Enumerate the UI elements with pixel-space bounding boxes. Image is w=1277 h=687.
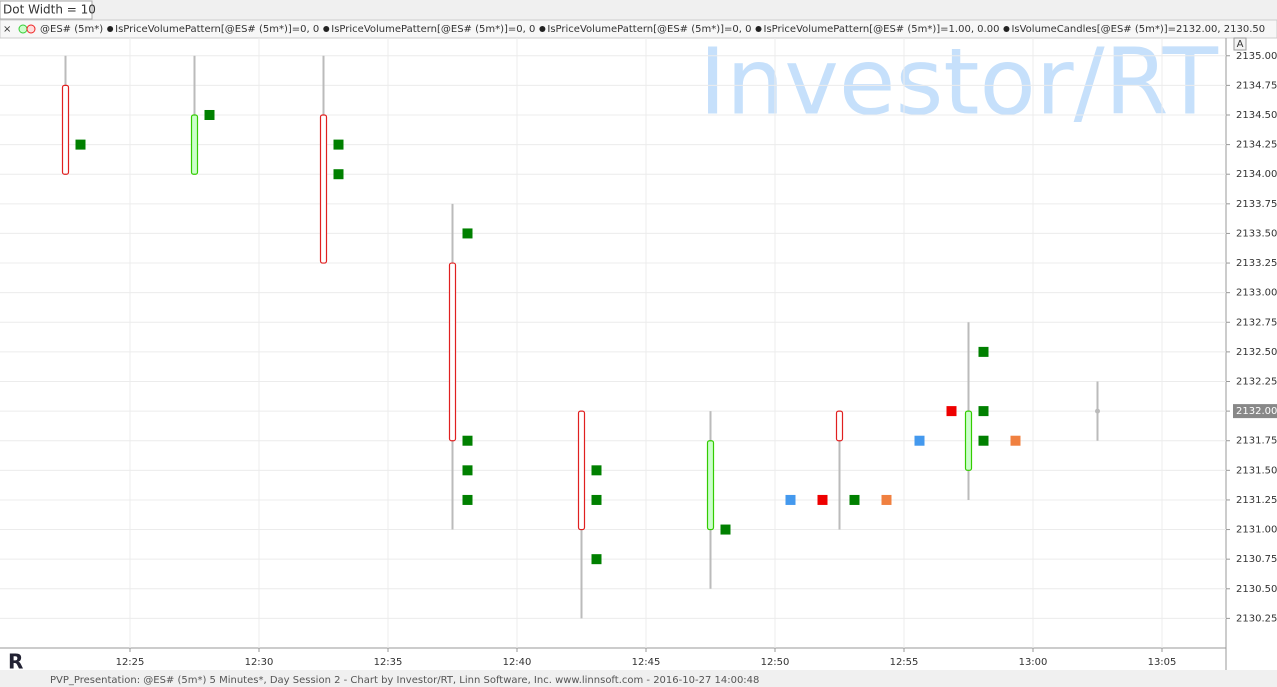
legend-icon — [26, 24, 36, 34]
x-tick-label: 12:35 — [374, 657, 403, 668]
legend-icon — [18, 24, 28, 34]
x-tick-label: 13:05 — [1148, 657, 1177, 668]
pattern-dot — [75, 139, 86, 150]
toolbar — [0, 0, 1277, 20]
pattern-dot — [462, 228, 473, 239]
dot-width-box[interactable] — [0, 0, 93, 20]
candle-body — [835, 410, 844, 442]
legend-dot — [107, 26, 114, 32]
legend-bar — [0, 19, 1277, 39]
x-tick-label: 12:55 — [890, 657, 919, 668]
footer-bar — [0, 670, 1277, 687]
x-tick-label: 12:25 — [116, 657, 145, 668]
pattern-dot — [591, 465, 602, 476]
y-tick-label: 2130.75 — [1236, 554, 1277, 565]
y-tick-label: 2131.00 — [1236, 525, 1277, 536]
y-tick-label: 2133.75 — [1236, 199, 1277, 210]
pattern-dot — [978, 435, 989, 446]
dot-width: Dot Width = 10 — [3, 3, 96, 17]
plot — [0, 38, 1226, 648]
pattern-dot — [817, 494, 828, 505]
y-tick-label: 2130.50 — [1236, 584, 1277, 595]
y-tick-label: 2134.00 — [1236, 169, 1277, 180]
y-tick-label: 2135.00 — [1236, 51, 1277, 62]
x-tick-label: 12:50 — [761, 657, 790, 668]
legend-entry: @ES# (5m*) — [40, 24, 103, 35]
x-tick-label: 12:30 — [245, 657, 274, 668]
x-tick-label: 12:45 — [632, 657, 661, 668]
x-tick-label: 13:00 — [1019, 657, 1048, 668]
legend-entry: IsPriceVolumePattern[@ES# (5m*)]=0, 0 — [331, 24, 535, 35]
pattern-dot — [462, 435, 473, 446]
watermark: Investor/RT — [699, 28, 1219, 135]
legend-dot — [539, 26, 546, 32]
pattern-dot — [591, 494, 602, 505]
pattern-dot — [591, 554, 602, 565]
pattern-dot — [881, 494, 892, 505]
y-tick-label: 2131.75 — [1236, 436, 1277, 447]
close-icon[interactable]: × — [3, 24, 11, 35]
candle-body — [577, 410, 586, 531]
y-tick-label: 2134.25 — [1236, 140, 1277, 151]
candle-body — [448, 262, 457, 442]
y-tick-label: 2132.50 — [1236, 347, 1277, 358]
a-button[interactable] — [1233, 37, 1247, 51]
legend-dot — [1003, 26, 1010, 32]
candle-body — [190, 114, 199, 175]
y-tick-label: 2132.75 — [1236, 317, 1277, 328]
y-tick-label: 2133.25 — [1236, 258, 1277, 269]
pattern-dot — [333, 169, 344, 180]
y-tick-label: 2131.50 — [1236, 465, 1277, 476]
pattern-dot — [978, 406, 989, 417]
y-tick-label: 2133.00 — [1236, 288, 1277, 299]
pattern-dot — [914, 435, 925, 446]
candle-body — [706, 440, 715, 531]
candle-body — [964, 410, 973, 471]
last-price-box — [1233, 404, 1277, 419]
legend-entry: IsVolumeCandles[@ES# (5m*)]=2132.00, 213… — [1011, 24, 1265, 35]
legend-entry: IsPriceVolumePattern[@ES# (5m*)]=0, 0 — [115, 24, 319, 35]
pattern-dot — [785, 494, 796, 505]
pattern-dot — [333, 139, 344, 150]
legend-dot — [323, 26, 330, 32]
candle-body — [61, 84, 70, 175]
pattern-dot — [946, 406, 957, 417]
footer: PVP_Presentation: @ES# (5m*) 5 Minutes*,… — [50, 675, 759, 686]
pattern-dot — [720, 524, 731, 535]
pattern-dot — [462, 494, 473, 505]
y-tick-label: 2134.75 — [1236, 80, 1277, 91]
candle-body — [319, 114, 328, 264]
y-tick-label: 2132.25 — [1236, 376, 1277, 387]
last-price-label: 2132.00 — [1236, 406, 1277, 417]
candle-body — [1095, 408, 1100, 414]
logo: R — [8, 650, 23, 674]
y-tick-label: 2134.50 — [1236, 110, 1277, 121]
pattern-dot — [204, 109, 215, 120]
pattern-dot — [462, 465, 473, 476]
legend-entry: IsPriceVolumePattern[@ES# (5m*)]=0, 0 — [547, 24, 751, 35]
y-tick-label: 2133.50 — [1236, 228, 1277, 239]
pattern-dot — [849, 494, 860, 505]
a-button-label: A — [1237, 39, 1244, 50]
pattern-dot — [1010, 435, 1021, 446]
pattern-dot — [978, 346, 989, 357]
legend-entry: IsPriceVolumePattern[@ES# (5m*)]=1.00, 0… — [764, 24, 1000, 35]
legend-dot — [755, 26, 762, 32]
y-tick-label: 2131.25 — [1236, 495, 1277, 506]
x-tick-label: 12:40 — [503, 657, 532, 668]
y-tick-label: 2130.25 — [1236, 613, 1277, 624]
